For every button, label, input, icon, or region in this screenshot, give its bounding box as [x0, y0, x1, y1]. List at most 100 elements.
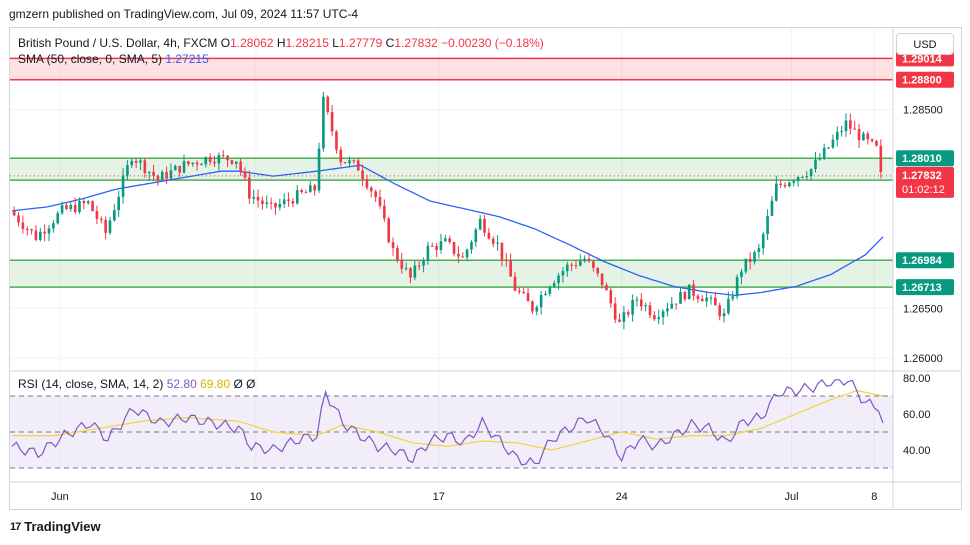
candle-body: [269, 202, 273, 204]
candle: [557, 273, 560, 290]
candle-body: [879, 145, 883, 173]
candle-body: [435, 245, 438, 251]
candle-body: [526, 293, 530, 302]
candle: [683, 290, 687, 302]
candle-body: [722, 313, 726, 317]
candle: [78, 197, 81, 214]
candle-body: [330, 112, 334, 132]
candle-body: [687, 284, 691, 300]
sma-legend[interactable]: SMA (50, close, 0, SMA, 5) 1.27215: [18, 52, 209, 66]
candle-body: [304, 192, 308, 194]
candle-body: [147, 171, 151, 174]
candle: [69, 202, 73, 212]
candle-body: [448, 238, 451, 243]
candle-body: [265, 202, 269, 204]
tradingview-brand[interactable]: 17 TradingView: [10, 519, 101, 534]
candle-body: [339, 149, 343, 163]
candle-body: [696, 295, 700, 299]
rsi-ma-value: 69.80: [200, 377, 231, 391]
candle: [91, 200, 94, 212]
candle-body: [322, 96, 325, 149]
rsi-tick-label: 60.00: [903, 409, 931, 421]
candle-body: [740, 271, 743, 277]
candle: [818, 153, 822, 161]
candle-body: [766, 215, 769, 235]
candle: [827, 146, 830, 149]
candle: [596, 267, 600, 277]
rsi-line: [11, 378, 884, 466]
candle-body: [661, 311, 665, 318]
candle: [857, 123, 861, 148]
candle: [465, 248, 469, 262]
candle: [592, 260, 595, 272]
candle: [217, 152, 221, 171]
candle-body: [195, 162, 199, 165]
candle: [835, 126, 839, 147]
candle-body: [666, 308, 669, 312]
publish-attribution: gmzern published on TradingView.com, Jul…: [9, 7, 359, 21]
candle: [740, 269, 743, 285]
candle-body: [256, 197, 260, 201]
candle: [139, 158, 142, 171]
candle-body: [613, 303, 617, 320]
price-tick-label: 1.28500: [903, 105, 943, 117]
candle: [152, 164, 155, 181]
candle: [387, 216, 391, 244]
candle: [561, 266, 565, 283]
candle: [269, 197, 273, 210]
candle-body: [134, 160, 138, 163]
candle-body: [439, 241, 443, 251]
candle: [356, 157, 360, 171]
candle-body: [565, 264, 569, 272]
candle: [783, 182, 787, 189]
candle-body: [731, 296, 735, 299]
candle: [234, 161, 238, 169]
candle: [648, 301, 652, 319]
candle: [304, 189, 308, 194]
candle-body: [426, 245, 430, 261]
candle-body: [34, 230, 38, 240]
candle-body: [130, 160, 134, 166]
candle: [748, 252, 752, 270]
candle: [565, 261, 569, 277]
candle-body: [561, 271, 565, 276]
candle-body: [674, 303, 678, 305]
candle-body: [714, 297, 717, 306]
candle: [113, 204, 116, 222]
candle-body: [208, 157, 212, 162]
candle-body: [378, 197, 382, 206]
candle: [25, 226, 29, 236]
time-tick-label: 17: [433, 491, 445, 503]
candle: [674, 303, 678, 310]
brand-name: TradingView: [24, 519, 101, 534]
candle: [670, 296, 674, 310]
candle-body: [309, 185, 312, 193]
candle-body: [317, 148, 321, 191]
candle-body: [618, 319, 621, 322]
candle: [470, 240, 473, 254]
currency-button[interactable]: USD: [896, 33, 954, 55]
candle: [679, 286, 682, 304]
candle: [518, 287, 521, 295]
candle: [635, 296, 639, 307]
candle: [700, 295, 704, 302]
candle: [613, 297, 617, 324]
rsi-legend[interactable]: RSI (14, close, SMA, 14, 2) 52.80 69.80 …: [18, 377, 256, 391]
tradingview-logo-icon: 17: [10, 520, 21, 533]
candle: [574, 260, 578, 269]
candle-body: [369, 187, 373, 192]
candle: [391, 237, 395, 256]
candle: [165, 166, 168, 185]
candle-body: [365, 179, 369, 188]
candle: [526, 287, 530, 302]
symbol-name[interactable]: British Pound / U.S. Dollar, 4h, FXCM: [18, 36, 218, 50]
candle: [156, 174, 160, 186]
candle: [814, 152, 817, 173]
candle-body: [700, 298, 704, 302]
candle-body: [239, 161, 242, 172]
candle: [796, 176, 800, 187]
candle-body: [121, 175, 125, 197]
candle-body: [552, 283, 556, 287]
candle-body: [348, 160, 351, 164]
